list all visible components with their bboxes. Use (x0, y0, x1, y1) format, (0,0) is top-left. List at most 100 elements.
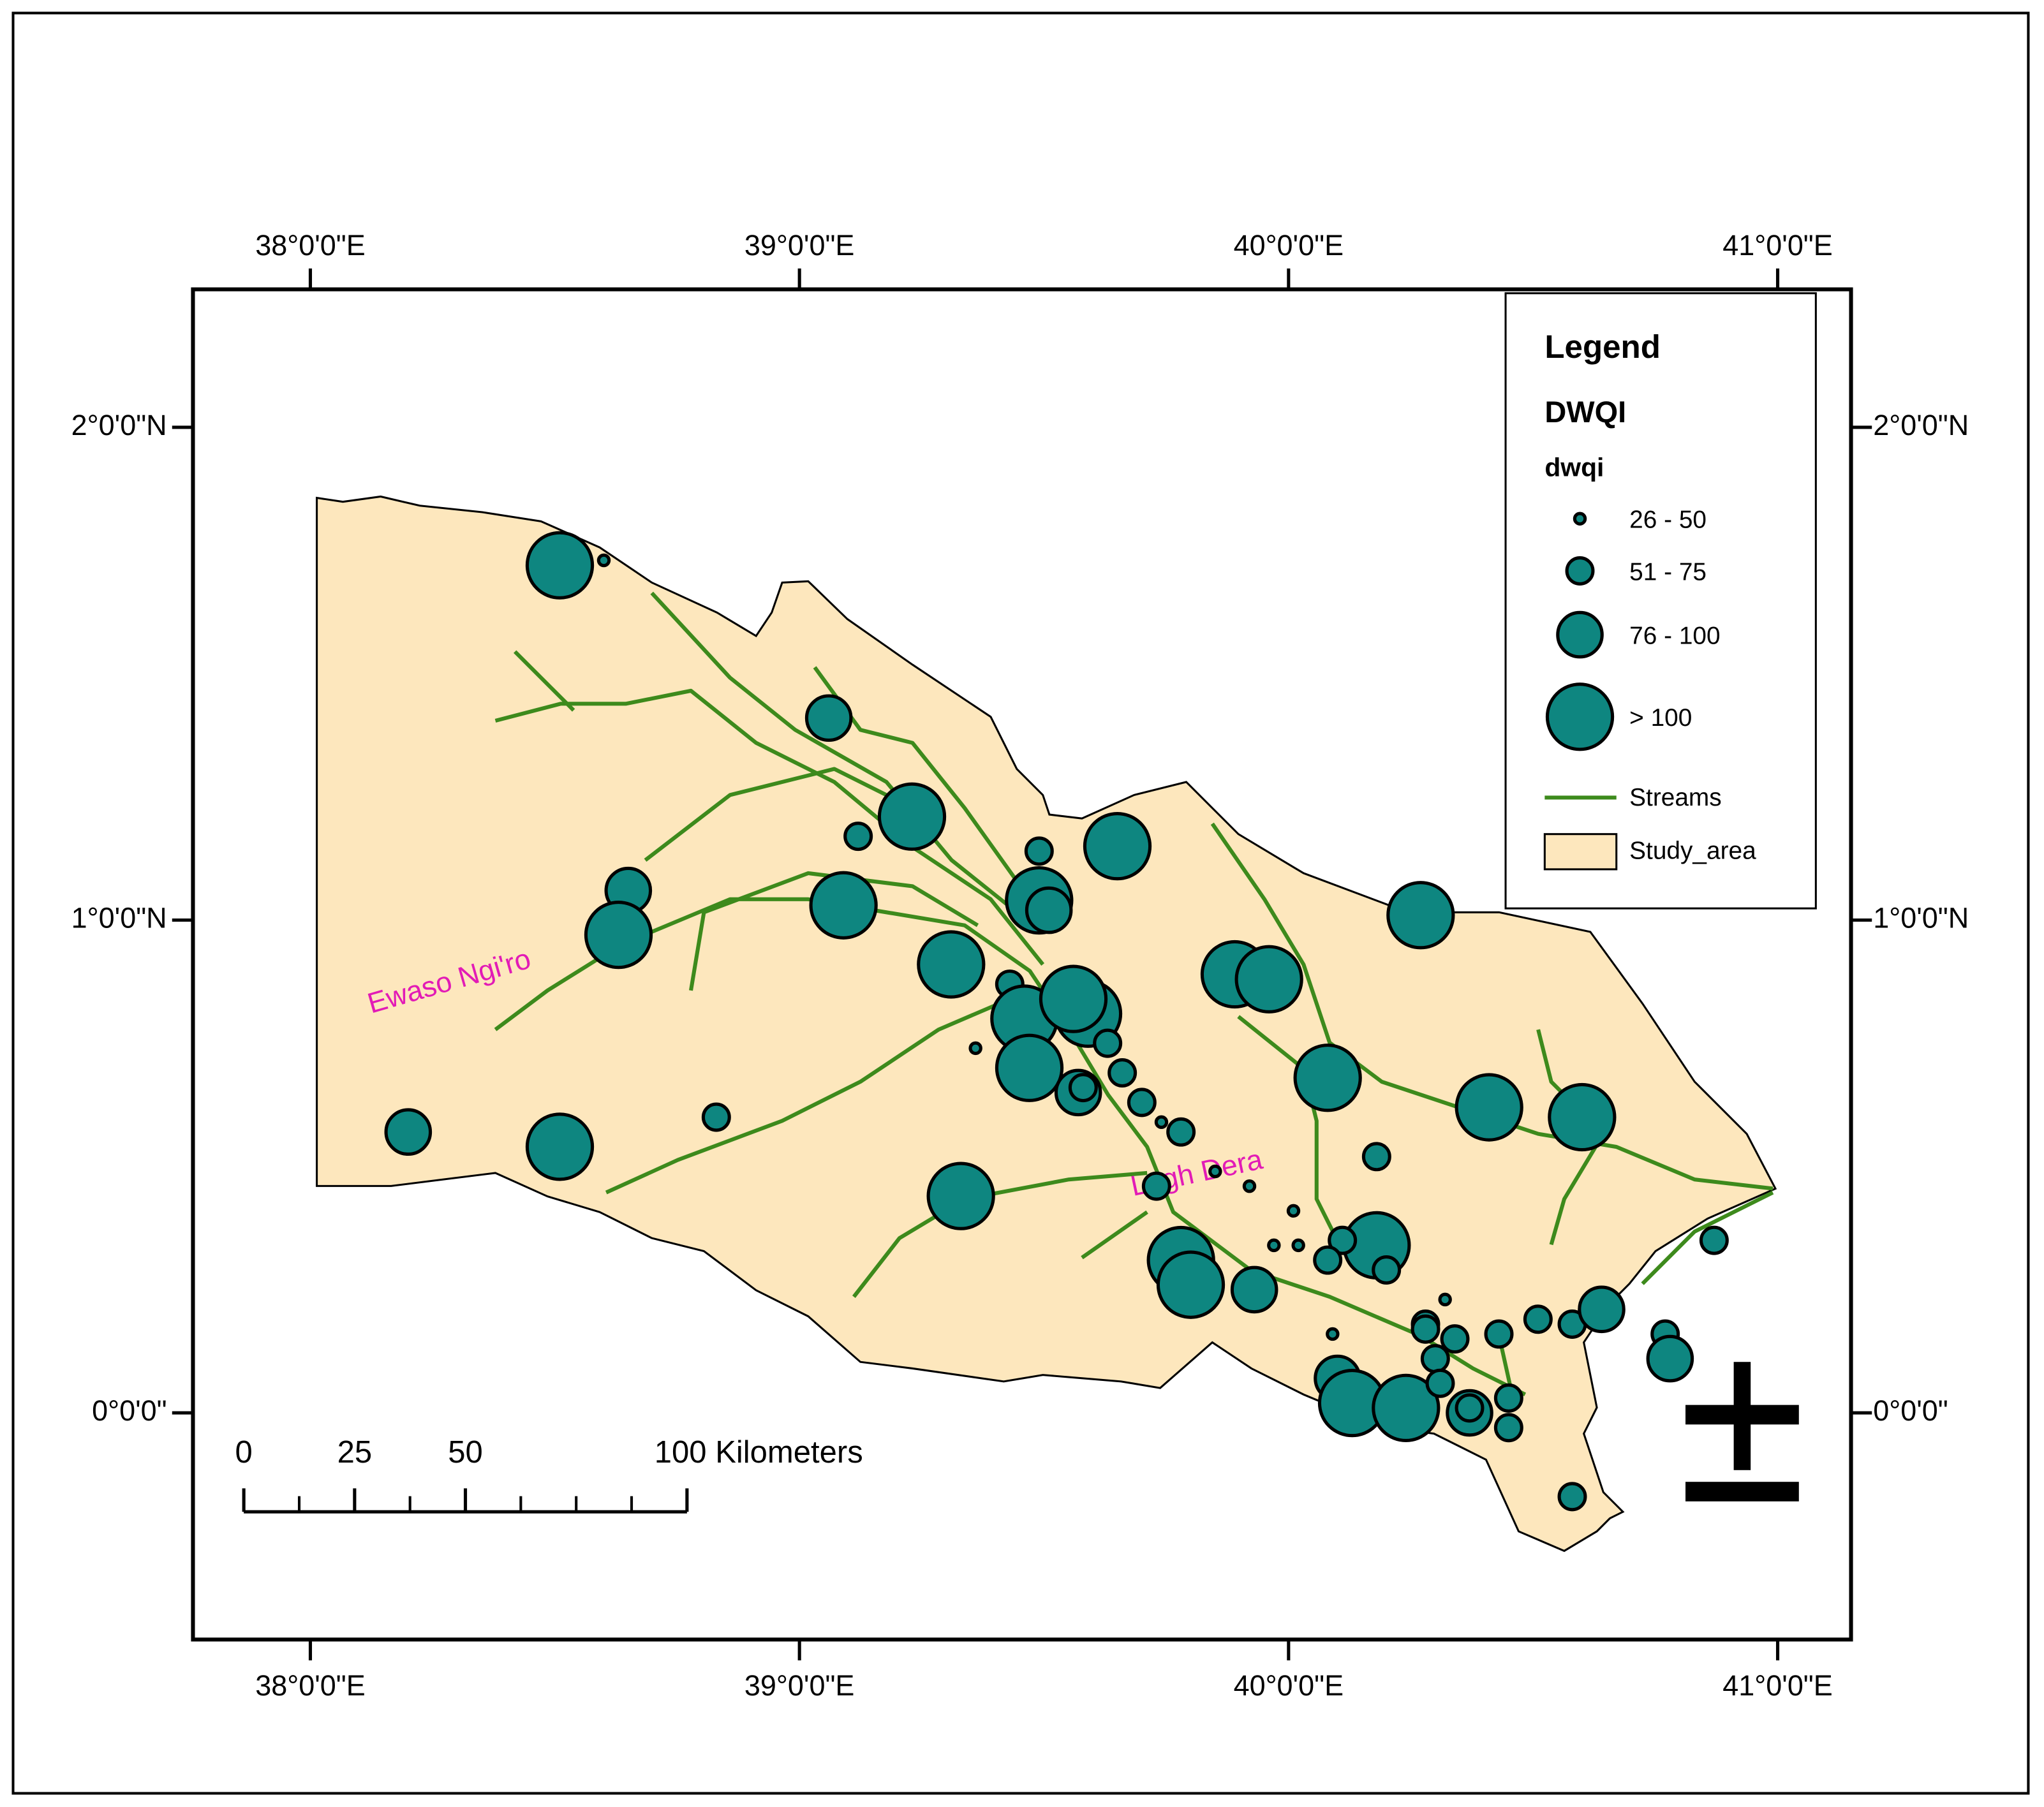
legend-streams: Streams (1629, 784, 1722, 811)
stream (1081, 1210, 1148, 1260)
sample-point (1166, 1117, 1196, 1147)
legend-study-area: Study_area (1629, 837, 1756, 865)
sample-point (926, 1162, 995, 1230)
legend-class-label: 76 - 100 (1629, 622, 1720, 649)
sample-point (1372, 1255, 1402, 1285)
scale-label: 0 (235, 1435, 253, 1470)
sample-point (1523, 1304, 1553, 1334)
sample-point (525, 531, 595, 600)
legend-field: dwqi (1544, 452, 1604, 482)
north-arrow (1685, 1362, 1799, 1501)
y-tick-label: 1°0'0"N (71, 901, 167, 934)
sample-point (1440, 1324, 1470, 1354)
scale-bar: 0 25 50 100 Kilometers (235, 1435, 863, 1514)
y-tick-label: 2°0'0"N (1873, 409, 1969, 441)
stream (1641, 1190, 1774, 1285)
x-tick-label: 39°0'0"E (744, 1669, 854, 1702)
sample-point (1493, 1413, 1523, 1443)
y-tick-label: 2°0'0"N (71, 409, 167, 441)
sample-point (384, 1108, 433, 1156)
points-layer (384, 531, 1729, 1512)
sample-point (1646, 1334, 1694, 1383)
stream (644, 767, 914, 862)
sample-point (1557, 1482, 1587, 1512)
stream (1210, 822, 1774, 1191)
sample-point (1361, 1142, 1391, 1172)
sample-point (1493, 1383, 1523, 1413)
sample-point (1234, 945, 1303, 1014)
y-tick-label: 0°0'0" (92, 1394, 167, 1427)
stream (513, 650, 575, 712)
sample-point (1267, 1238, 1281, 1253)
legend-title: Legend (1544, 328, 1661, 365)
sample-point (1024, 836, 1054, 866)
axis-ticks: 38°0'0"E 38°0'0"E 39°0'0"E 39°0'0"E 40°0'0"E… (71, 229, 1969, 1702)
north-arrow-stem (1733, 1362, 1751, 1470)
sample-point (1025, 886, 1073, 934)
legend-class-label: > 100 (1629, 704, 1692, 732)
sample-point (525, 1112, 595, 1181)
legend: Legend DWQI dwqi Streams Study_area 26 -… (1504, 292, 1817, 910)
sample-point (1699, 1225, 1729, 1255)
sample-point (1107, 1058, 1137, 1088)
scale-label: 25 (337, 1435, 373, 1470)
legend-box (1504, 292, 1817, 910)
sample-point (1386, 881, 1455, 950)
x-tick-label: 41°0'0"E (1722, 229, 1832, 262)
sample-point (1291, 1238, 1305, 1253)
sample-point (1083, 811, 1152, 881)
legend-class-label: 51 - 75 (1629, 558, 1707, 586)
legend-symbol (1573, 512, 1587, 526)
sample-point (1455, 1393, 1485, 1423)
map-frame (191, 287, 1853, 1642)
y-tick-label: 0°0'0" (1873, 1394, 1948, 1427)
legend-symbol (1565, 556, 1595, 586)
legend-area-symbol (1543, 833, 1618, 871)
sample-point (1328, 1225, 1358, 1255)
north-arrow-base (1685, 1482, 1799, 1501)
stream (605, 989, 1031, 1195)
sample-point (995, 1033, 1064, 1102)
sample-point (1286, 1204, 1301, 1218)
x-tick-label: 40°0'0"E (1234, 229, 1344, 262)
stream (1237, 1015, 1345, 1252)
sample-point (701, 1102, 731, 1132)
stream (494, 688, 1045, 966)
sample-point (1242, 1179, 1257, 1193)
sample-point (1093, 1028, 1123, 1058)
sample-point (1141, 1171, 1171, 1201)
scale-label: 100 Kilometers (655, 1435, 863, 1470)
x-tick-label: 40°0'0"E (1234, 1669, 1344, 1702)
sample-point (1420, 1344, 1450, 1374)
legend-layer: DWQI (1544, 395, 1626, 429)
sample-point (1313, 1245, 1343, 1275)
sample-point (584, 901, 653, 970)
sample-point (596, 553, 611, 568)
sample-point (1438, 1292, 1452, 1307)
sample-point (968, 1041, 982, 1056)
sample-point (1326, 1327, 1340, 1341)
legend-symbol (1556, 610, 1604, 659)
sample-point (1293, 1044, 1362, 1112)
sample-point (809, 871, 878, 940)
sample-point (1208, 1164, 1222, 1179)
sample-point (1411, 1314, 1440, 1344)
sample-point (1039, 964, 1108, 1033)
sample-point (1154, 1115, 1169, 1129)
sample-point (1156, 1250, 1226, 1319)
sample-point (1068, 1073, 1098, 1103)
sample-point (843, 822, 873, 852)
x-tick-label: 39°0'0"E (744, 229, 854, 262)
x-tick-label: 41°0'0"E (1722, 1669, 1832, 1702)
sample-point (1455, 1073, 1523, 1142)
legend-class-label: 26 - 50 (1629, 506, 1707, 534)
scale-label: 50 (448, 1435, 483, 1470)
sample-point (804, 694, 853, 742)
x-tick-label: 38°0'0"E (255, 229, 365, 262)
sample-point (1578, 1285, 1626, 1334)
stream (650, 591, 1018, 914)
sample-point (1127, 1088, 1157, 1117)
sample-point (1425, 1368, 1455, 1398)
sample-point (877, 782, 947, 851)
